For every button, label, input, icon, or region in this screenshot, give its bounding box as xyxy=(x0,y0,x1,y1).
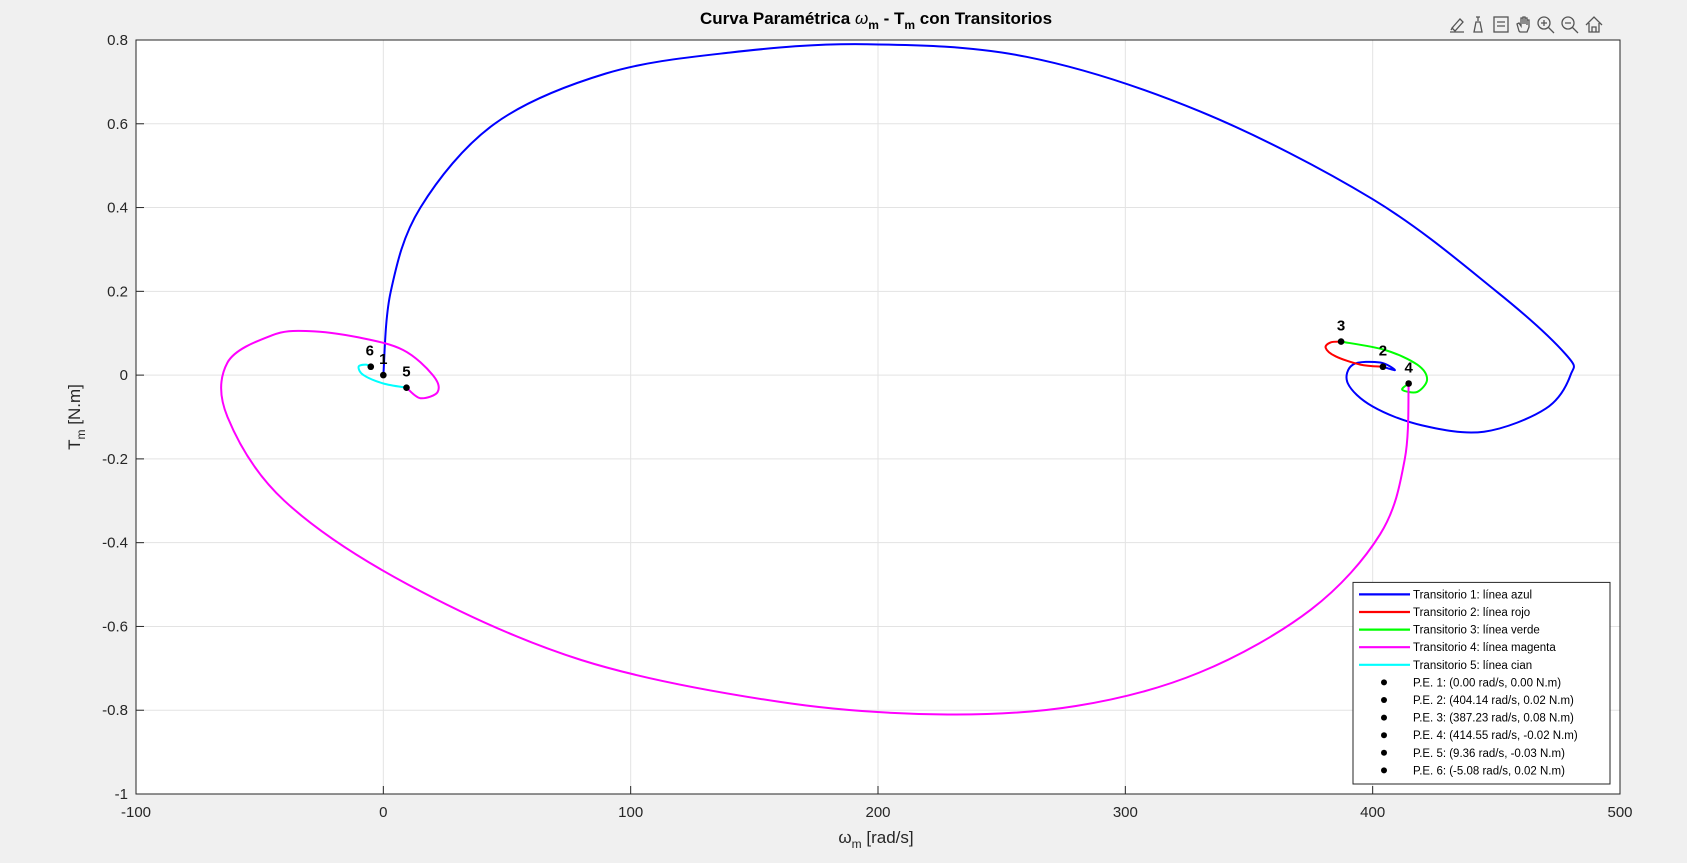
equilibrium-point-2 xyxy=(1379,363,1387,371)
equilibrium-label-2: 2 xyxy=(1379,343,1387,360)
legend-marker-pe-3 xyxy=(1381,714,1387,721)
equilibrium-label-4: 4 xyxy=(1404,359,1413,376)
data-tips-icon[interactable] xyxy=(1473,16,1483,33)
y-tick-label: 0 xyxy=(120,367,128,384)
legend-marker-pe-5 xyxy=(1381,749,1387,756)
x-tick-label: 200 xyxy=(865,804,890,821)
series-line-1 xyxy=(382,43,1575,434)
home-icon[interactable] xyxy=(1585,16,1603,33)
y-tick-label: 0.2 xyxy=(107,283,128,300)
equilibrium-label-3: 3 xyxy=(1337,318,1345,335)
x-tick-label: 300 xyxy=(1113,804,1138,821)
y-tick-label: -0.6 xyxy=(102,618,128,635)
legend-marker-pe-2 xyxy=(1381,697,1387,703)
series-layer xyxy=(220,43,1575,716)
y-axis-label: Tm [N.m] xyxy=(65,384,88,450)
equilibrium-point-4 xyxy=(1405,380,1412,387)
x-tick-label: 0 xyxy=(379,804,387,821)
legend-entry-2: Transitorio 2: línea rojo xyxy=(1413,607,1530,619)
series-line-4 xyxy=(220,329,1410,716)
x-axis-label: ωm [rad/s] xyxy=(838,828,913,851)
equilibrium-point-5 xyxy=(403,384,410,391)
x-tick-label: 100 xyxy=(618,804,643,821)
y-tick-label: -0.8 xyxy=(102,702,128,719)
legend-entry-pe-4: P.E. 4: (414.55 rad/s, -0.02 N.m) xyxy=(1413,730,1578,742)
equilibrium-point-3 xyxy=(1337,338,1345,345)
legend-entry-3: Transitorio 3: línea verde xyxy=(1413,625,1540,637)
legend-entry-pe-3: P.E. 3: (387.23 rad/s, 0.08 N.m) xyxy=(1413,713,1574,725)
zoom-out-icon[interactable] xyxy=(1561,16,1579,34)
series-line-3 xyxy=(1340,340,1429,394)
legend-marker-pe-6 xyxy=(1381,767,1387,774)
legend-marker-pe-4 xyxy=(1381,732,1387,739)
y-tick-label: 0.6 xyxy=(107,116,128,133)
legend-entry-pe-6: P.E. 6: (-5.08 rad/s, 0.02 N.m) xyxy=(1413,765,1565,777)
equilibrium-label-5: 5 xyxy=(402,364,410,381)
brush-icon[interactable] xyxy=(1450,18,1464,33)
legend-entry-pe-2: P.E. 2: (404.14 rad/s, 0.02 N.m) xyxy=(1413,695,1574,707)
ticks: -100 0 100 200 300 400 500 -1 -0.8 -0.6 -0.4 -0.2 0 0… xyxy=(102,32,1632,821)
x-tick-label: 400 xyxy=(1360,804,1385,821)
chart-title: Curva Paramétrica ωm - Tm con Transitori… xyxy=(700,9,1052,32)
x-tick-label: 500 xyxy=(1607,804,1632,821)
series-line-5 xyxy=(357,363,407,389)
zoom-in-icon[interactable] xyxy=(1537,16,1555,34)
legend-entry-5: Transitorio 5: línea cian xyxy=(1413,660,1532,672)
y-tick-label: -0.2 xyxy=(102,451,128,468)
y-tick-label: 0.8 xyxy=(107,32,128,49)
equilibrium-label-1: 1 xyxy=(379,351,387,368)
y-tick-label: -1 xyxy=(115,786,128,803)
pan-icon[interactable] xyxy=(1516,16,1530,33)
equilibrium-point-1 xyxy=(380,371,387,379)
legend-marker-pe-1 xyxy=(1381,679,1387,686)
legend-icon[interactable] xyxy=(1493,16,1509,33)
legend[interactable]: Transitorio 1: línea azul Transitorio 2: … xyxy=(1352,581,1611,785)
series-line-2 xyxy=(1324,340,1383,368)
axes-toolbar xyxy=(1450,16,1603,34)
legend-box xyxy=(1352,581,1611,785)
equilibrium-points-layer: 1 2 3 4 5 6 xyxy=(366,318,1413,391)
y-tick-label: 0.4 xyxy=(107,200,128,217)
y-tick-label: -0.4 xyxy=(102,535,128,552)
legend-entry-1: Transitorio 1: línea azul xyxy=(1413,589,1532,601)
equilibrium-point-6 xyxy=(367,363,375,371)
x-tick-label: -100 xyxy=(121,804,151,821)
legend-entry-pe-5: P.E. 5: (9.36 rad/s, -0.03 N.m) xyxy=(1413,748,1565,760)
equilibrium-label-6: 6 xyxy=(366,343,374,360)
legend-entry-pe-1: P.E. 1: (0.00 rad/s, 0.00 N.m) xyxy=(1413,677,1561,689)
legend-entry-4: Transitorio 4: línea magenta xyxy=(1413,642,1556,654)
